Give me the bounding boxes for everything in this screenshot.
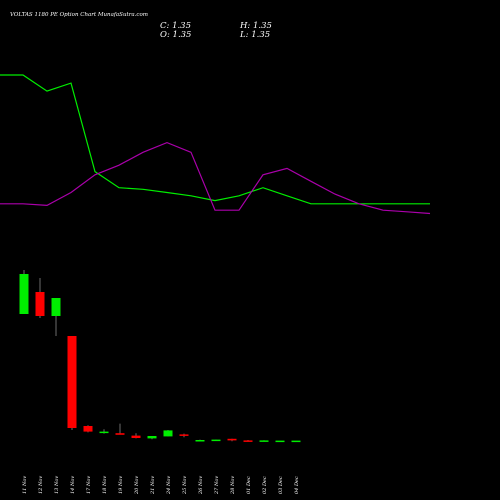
candle — [211, 439, 221, 442]
candle — [243, 440, 253, 442]
candle — [51, 298, 61, 336]
candle — [275, 440, 285, 443]
open-readout: O: 1.35 — [160, 30, 191, 40]
candle — [259, 440, 269, 442]
candle-body — [67, 336, 77, 428]
candle — [99, 429, 109, 434]
x-tick-label: 18 Nov — [102, 476, 108, 494]
x-tick-label: 03 Dec — [278, 476, 284, 494]
candle-body — [275, 440, 285, 443]
x-tick-label: 11 Nov — [22, 476, 28, 494]
candle — [131, 433, 141, 439]
candle-body — [163, 430, 173, 437]
candle-body — [227, 438, 237, 441]
indicator-lines — [0, 74, 431, 215]
x-tick-label: 01 Dec — [246, 476, 252, 494]
x-tick-label: 02 Dec — [262, 476, 268, 494]
x-tick-label: 26 Nov — [198, 476, 204, 495]
candle-body — [211, 439, 221, 442]
x-tick-label: 13 Nov — [54, 476, 60, 494]
x-tick-label: 24 Nov — [166, 476, 172, 495]
low-readout: L: 1.35 — [239, 30, 270, 40]
high-readout: H: 1.35 — [239, 21, 272, 31]
candle-body — [115, 433, 125, 435]
candle — [115, 423, 125, 435]
candle — [19, 270, 29, 314]
candle-body — [35, 292, 45, 316]
x-tick-label: 21 Nov — [150, 476, 156, 495]
candle-body — [147, 436, 157, 439]
chart-title: VOLTAS 1180 PE Option Chart MunafaSutra.… — [10, 12, 148, 18]
x-tick-label: 04 Dec — [294, 476, 300, 494]
x-tick-label: 12 Nov — [38, 476, 44, 494]
candle-body — [259, 440, 269, 442]
candle-body — [243, 440, 253, 442]
candle-body — [131, 435, 141, 438]
x-tick-label: 27 Nov — [214, 476, 220, 495]
candle — [291, 440, 301, 443]
candle — [35, 278, 45, 318]
x-tick-label: 14 Nov — [70, 476, 76, 494]
candle-body — [291, 440, 301, 443]
x-tick-label: 25 Nov — [182, 476, 188, 495]
x-tick-label: 17 Nov — [86, 476, 92, 494]
candle — [163, 430, 173, 437]
candle — [195, 439, 205, 442]
close-readout: C: 1.35 — [160, 21, 191, 31]
candle — [83, 425, 93, 433]
x-tick-label: 20 Nov — [134, 476, 140, 495]
candle — [227, 438, 237, 442]
candle-body — [179, 434, 189, 436]
candlesticks — [19, 270, 301, 443]
x-tick-label: 19 Nov — [118, 476, 124, 494]
x-axis-ticks: 11 Nov 12 Nov 13 Nov 14 Nov 17 Nov 18 Nov 19 N… — [22, 476, 300, 495]
candle — [147, 436, 157, 440]
candle-body — [19, 274, 29, 314]
indicator-line-purple — [0, 141, 431, 215]
candle-body — [51, 298, 61, 316]
candle-body — [83, 426, 93, 432]
candle-body — [195, 440, 205, 442]
candle-body — [99, 431, 109, 434]
x-tick-label: 28 Nov — [230, 476, 236, 495]
candle — [179, 433, 189, 438]
candle — [67, 336, 77, 430]
